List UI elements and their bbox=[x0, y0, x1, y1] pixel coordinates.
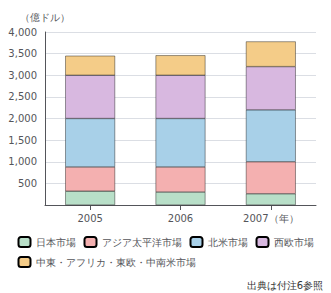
svg-text:日本市場: 日本市場 bbox=[36, 237, 76, 248]
svg-text:2,000: 2,000 bbox=[8, 113, 37, 124]
svg-text:（億ドル）: （億ドル） bbox=[20, 12, 70, 23]
svg-text:1,000: 1,000 bbox=[8, 156, 37, 167]
svg-text:4,000: 4,000 bbox=[8, 27, 37, 38]
svg-text:出典は付注6参照: 出典は付注6参照 bbox=[247, 280, 323, 291]
svg-text:北米市場: 北米市場 bbox=[208, 237, 248, 248]
svg-text:500: 500 bbox=[18, 178, 37, 189]
svg-text:3,500: 3,500 bbox=[8, 48, 37, 59]
svg-text:中東・アフリカ・東欧・中南米市場: 中東・アフリカ・東欧・中南米市場 bbox=[36, 257, 196, 268]
svg-text:西欧市場: 西欧市場 bbox=[274, 237, 314, 248]
svg-text:2006: 2006 bbox=[168, 213, 193, 224]
svg-text:1,500: 1,500 bbox=[8, 135, 37, 146]
svg-text:3,000: 3,000 bbox=[8, 70, 37, 81]
svg-text:2005: 2005 bbox=[77, 213, 102, 224]
svg-text:アジア太平洋市場: アジア太平洋市場 bbox=[102, 237, 182, 248]
svg-text:2,500: 2,500 bbox=[8, 91, 37, 102]
svg-text:2007（年）: 2007（年） bbox=[243, 213, 298, 224]
